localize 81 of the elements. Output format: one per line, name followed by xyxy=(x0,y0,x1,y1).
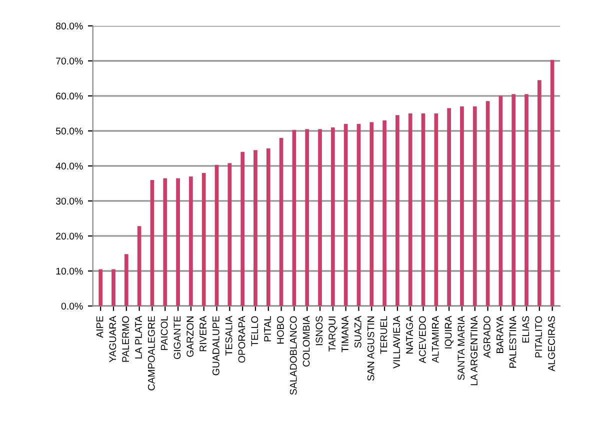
bar xyxy=(137,226,142,306)
bar xyxy=(382,120,386,306)
y-tick-label: 60.0% xyxy=(56,92,83,100)
x-tick-label: ACEVEDO xyxy=(418,316,426,364)
bar xyxy=(447,108,452,306)
x-tick-label: OPORAPA xyxy=(238,316,246,363)
bar xyxy=(550,60,554,306)
y-tick-label: 80.0% xyxy=(56,22,83,30)
x-tick-label: ISNOS xyxy=(316,316,323,346)
x-tick-label: TELLO xyxy=(251,316,258,346)
x-tick-label: TARQUI xyxy=(328,316,338,352)
bar xyxy=(202,172,206,306)
x-tick-label: BARAYA xyxy=(496,316,504,353)
y-tick-label: 30.0% xyxy=(56,198,83,205)
bar xyxy=(486,101,490,306)
x-tick-label: RIVERA xyxy=(200,316,206,352)
bar xyxy=(266,148,270,306)
x-tick-label: SANTA MARIA xyxy=(458,316,465,380)
x-tick-label: GARZON xyxy=(186,316,194,357)
x-tick-label: CAMPOALEGRE xyxy=(148,316,155,390)
x-tick-label: TIMANA xyxy=(342,316,348,352)
x-tick-label: ALTAMIRA xyxy=(432,316,439,363)
y-tick-label: 50.0% xyxy=(56,128,83,135)
bar xyxy=(318,129,322,306)
x-tick-label: YAGUARA xyxy=(109,316,116,362)
bar xyxy=(344,124,348,306)
y-tick-label: 70.0% xyxy=(56,58,83,64)
bar xyxy=(254,150,258,306)
bar xyxy=(472,106,477,306)
bar xyxy=(279,138,284,306)
x-tick-label: PALERMO xyxy=(122,316,130,362)
bar xyxy=(434,113,438,306)
bar xyxy=(421,113,426,306)
y-tick-label: 40.0% xyxy=(56,162,83,170)
x-tick-label: COLOMBIA xyxy=(302,316,310,367)
bar xyxy=(330,127,335,306)
y-tick-label: 0.0% xyxy=(61,302,83,310)
x-tick-label: IQUIRA xyxy=(444,316,454,348)
x-tick-label: PITALITO xyxy=(535,316,542,358)
bar xyxy=(408,113,412,306)
x-tick-label: HOBO xyxy=(277,316,284,344)
bar xyxy=(214,164,219,306)
x-tick-label: GUADALUPE xyxy=(212,316,220,376)
bar xyxy=(460,106,464,306)
bar xyxy=(498,96,503,306)
bar xyxy=(305,129,310,306)
bar xyxy=(512,94,516,306)
bar xyxy=(370,122,374,306)
bar xyxy=(240,152,244,306)
bar xyxy=(396,115,400,306)
x-tick-label: PAICOL xyxy=(160,316,168,350)
x-tick-label: LA PLATA xyxy=(135,316,142,358)
bar xyxy=(163,178,168,306)
bar xyxy=(524,94,528,306)
x-tick-label: TESALIA xyxy=(225,316,232,356)
bar xyxy=(189,176,193,306)
y-tick-label: 10.0% xyxy=(56,268,83,275)
bar xyxy=(292,130,296,306)
bar xyxy=(176,178,180,306)
bar xyxy=(98,269,103,306)
bar xyxy=(112,269,116,306)
y-tick-label: 20.0% xyxy=(56,232,83,240)
x-tick-label: SUAZA xyxy=(354,316,362,348)
bar xyxy=(356,124,361,306)
x-tick-label: GIGANTE xyxy=(174,316,181,359)
bar xyxy=(537,80,542,306)
x-tick-label: ALGECIRAS xyxy=(548,316,555,372)
x-tick-label: SAN AGUSTIN xyxy=(367,316,374,381)
bar xyxy=(150,180,154,306)
x-tick-label: VILLAVIEJA xyxy=(393,316,400,368)
x-tick-label: AIPE xyxy=(96,316,104,338)
x-tick-label: PITAL xyxy=(264,316,271,342)
x-tick-label: NATAGA xyxy=(406,316,413,354)
x-tick-label: ELIAS xyxy=(522,316,530,342)
x-tick-label: TERUEL xyxy=(380,316,388,354)
x-tick-label: PALESTINA xyxy=(509,316,516,368)
bar xyxy=(228,163,232,306)
x-tick-label: AGRADO xyxy=(484,316,490,358)
x-tick-label: LA ARGENTINA xyxy=(470,316,478,386)
x-tick-label: SALADOBLANCO xyxy=(290,316,297,395)
bar xyxy=(124,254,128,306)
